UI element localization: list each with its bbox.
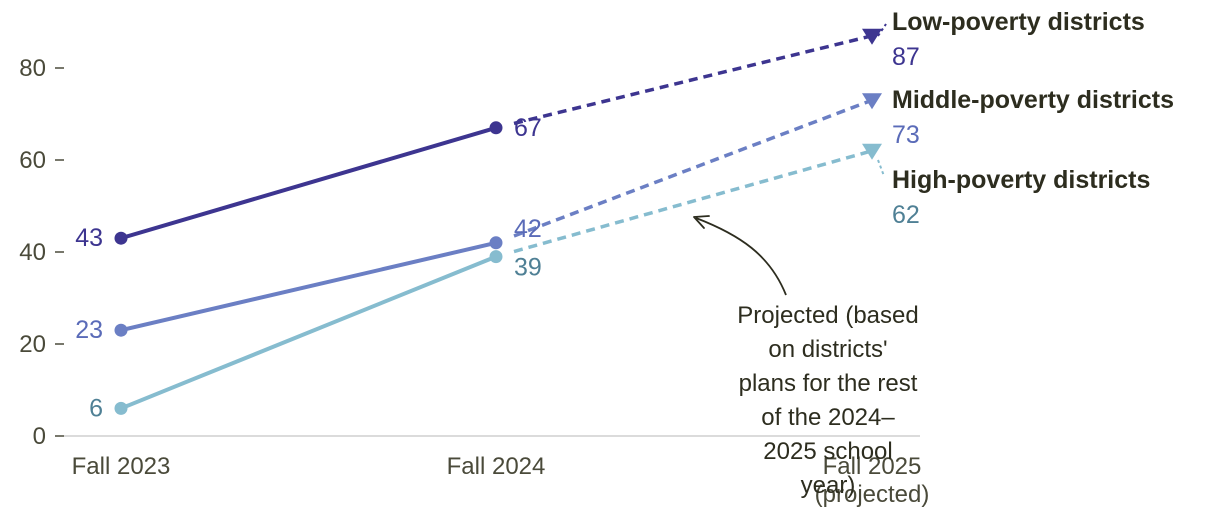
data-point [114, 401, 128, 415]
y-tick-label: 60 [19, 147, 46, 174]
series-high-poverty: 6 39 62 High-poverty districts [89, 143, 1150, 422]
series-name-label: Middle-poverty districts [892, 86, 1174, 114]
data-point [114, 323, 128, 337]
annotation-arrow [695, 217, 787, 296]
data-point [114, 231, 128, 245]
data-label: 39 [514, 254, 542, 282]
series-line-projected [513, 149, 873, 254]
projected-triangle-marker [862, 143, 882, 160]
data-label: 87 [892, 43, 920, 71]
x-axis: Fall 2023 Fall 2024 Fall 2025 (projected) [72, 453, 930, 508]
x-tick-label: Fall 2023 [72, 453, 171, 480]
projected-triangle-marker [862, 28, 882, 45]
data-label: 62 [892, 201, 920, 229]
data-label: 67 [514, 114, 542, 142]
y-axis: 0 20 40 60 80 [19, 55, 920, 450]
series-name-label: Low-poverty districts [892, 8, 1145, 36]
series-middle-poverty: 23 42 73 Middle-poverty districts [75, 86, 1174, 344]
x-tick-label: Fall 2025 (projected) [815, 453, 930, 508]
projected-triangle-marker [862, 93, 882, 110]
data-label: 23 [75, 316, 103, 344]
y-tick-label: 20 [19, 331, 46, 358]
data-label: 43 [75, 224, 103, 252]
data-point [489, 236, 503, 250]
series-layer: 43 67 87 Low-poverty districts 23 42 73 Middle-… [75, 8, 1174, 422]
leader-line [877, 23, 887, 37]
annotation: Projected (based on districts' plans for t… [693, 215, 919, 499]
series-line-actual [119, 254, 498, 411]
series-line-projected [513, 98, 873, 238]
series-line-projected [513, 34, 873, 126]
data-label: 6 [89, 394, 103, 422]
series-line-actual [119, 125, 498, 241]
data-point [489, 250, 503, 264]
annotation-text: Projected (based on districts' plans for t… [737, 302, 918, 499]
series-name-label: High-poverty districts [892, 166, 1150, 194]
data-point [489, 121, 503, 135]
data-label: 42 [514, 215, 542, 243]
data-label: 73 [892, 121, 920, 149]
x-tick-label: Fall 2024 [447, 453, 546, 480]
series-low-poverty: 43 67 87 Low-poverty districts [75, 8, 1145, 252]
series-line-actual [119, 240, 498, 333]
annotation-arrowhead [693, 215, 710, 229]
y-tick-label: 0 [33, 423, 46, 450]
y-tick-label: 80 [19, 55, 46, 82]
leader-line [877, 159, 885, 177]
y-tick-label: 40 [19, 239, 46, 266]
